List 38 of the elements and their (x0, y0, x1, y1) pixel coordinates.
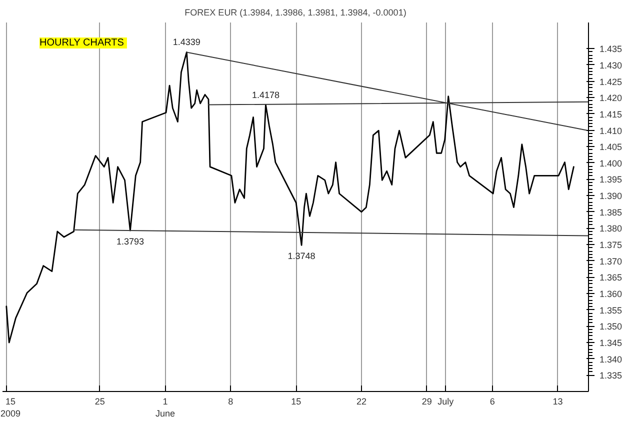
y-tick-label: 1.355 (600, 305, 622, 316)
x-tick-label: July (438, 396, 454, 406)
y-tick-label: 1.370 (600, 256, 622, 266)
x-tick-label: 1 June (156, 396, 176, 418)
x-tick-label: 22 (356, 396, 367, 406)
annotation: 1.3748 (288, 251, 316, 262)
x-tick-label: 6 (490, 396, 495, 406)
annotation: 1.3793 (116, 236, 144, 247)
y-tick-label: 1.430 (600, 60, 622, 70)
x-tick-label: 13 (552, 396, 563, 406)
y-tick-label: 1.385 (600, 207, 622, 218)
y-tick-label: 1.350 (600, 322, 622, 332)
annotation: HOURLY CHARTS (40, 38, 124, 48)
annotation: 1.4178 (252, 90, 280, 100)
y-tick-label: 1.395 (600, 174, 622, 185)
y-tick-label: 1.425 (600, 76, 622, 87)
x-tick-label: 15 (291, 396, 302, 406)
x-tick-label: 8 (228, 396, 234, 406)
y-tick-label: 1.410 (600, 126, 622, 136)
y-tick-label: 1.375 (600, 240, 622, 250)
x-tick-label: 15 2009 (0, 396, 21, 418)
y-tick-label: 1.340 (600, 354, 622, 364)
y-tick-label: 1.390 (600, 191, 622, 202)
x-tick-label: 25 (94, 396, 105, 406)
y-tick-label: 1.335 (600, 370, 622, 381)
x-tick-label: 29 (422, 396, 432, 406)
y-tick-label: 1.380 (600, 224, 622, 234)
y-tick-label: 1.400 (600, 158, 622, 168)
y-tick-label: 1.360 (600, 289, 622, 300)
y-tick-label: 1.420 (600, 93, 622, 104)
annotation: 1.4339 (172, 37, 200, 48)
y-tick-label: 1.405 (600, 142, 622, 152)
y-tick-label: 1.435 (600, 44, 622, 54)
y-tick-label: 1.415 (600, 109, 622, 120)
line-series (6, 52, 574, 344)
y-tick-label: 1.365 (600, 272, 622, 283)
chart-title: FOREX EUR (1.3984, 1.3986, 1.3981, 1.3984, -0.0001) (184, 8, 406, 18)
y-tick-label: 1.345 (600, 338, 622, 348)
